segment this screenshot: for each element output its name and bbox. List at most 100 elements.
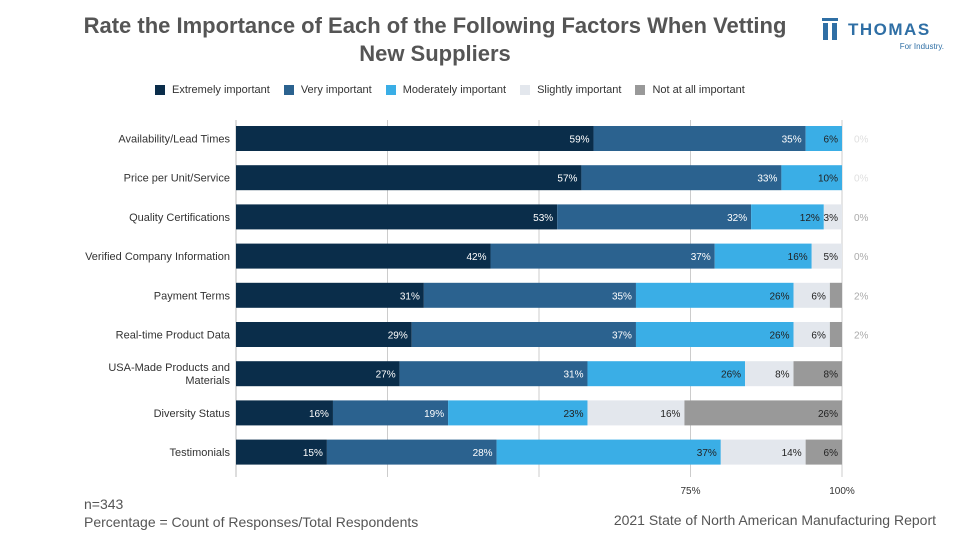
bar-segment: [781, 165, 842, 191]
data-label: 6%: [811, 291, 826, 302]
bar-segment: [684, 400, 842, 426]
bar-segment: [829, 282, 842, 308]
bar-segment: [236, 126, 594, 151]
thomas-logo-icon: [822, 18, 838, 40]
data-label: 59%: [570, 135, 590, 146]
data-label: 14%: [782, 448, 802, 459]
bar-segment: [236, 361, 400, 387]
bar-segment: [823, 204, 842, 230]
data-label: 8%: [775, 370, 790, 381]
data-label: 42%: [467, 252, 487, 263]
bar-segment: [496, 439, 721, 465]
data-label: 12%: [800, 213, 820, 224]
data-label: 16%: [660, 409, 680, 420]
data-label-outside: 2%: [854, 331, 869, 342]
data-label: 35%: [782, 135, 802, 146]
data-label: 37%: [691, 252, 711, 263]
bar-segment: [635, 322, 794, 347]
bar-segment: [714, 243, 812, 269]
bar-segment: [745, 361, 794, 387]
data-label: 3%: [824, 213, 839, 224]
bar-segment: [411, 322, 636, 347]
x-tick-label: 75%: [680, 486, 700, 497]
bar-segment: [805, 126, 842, 151]
bar-segment: [236, 439, 327, 465]
bar-segment: [805, 439, 842, 465]
category-label: Quality Certifications: [129, 212, 230, 224]
data-label: 26%: [770, 331, 790, 342]
data-label: 31%: [400, 291, 420, 302]
brand-logo: THOMAS For Industry.: [820, 14, 950, 54]
data-label: 37%: [697, 448, 717, 459]
category-label: Verified Company Information: [85, 251, 230, 263]
source-label: 2021 State of North American Manufacturi…: [613, 512, 936, 528]
data-label: 6%: [824, 135, 839, 146]
bar-segment: [236, 282, 424, 308]
bar-segment: [490, 243, 715, 269]
data-label: 26%: [721, 370, 741, 381]
data-label: 6%: [811, 331, 826, 342]
bar-segment: [720, 439, 806, 465]
bar-segment: [236, 400, 333, 426]
bar-segment: [587, 361, 746, 387]
legend-label: Extremely important: [172, 84, 270, 96]
chart-title: Rate the Importance of Each of the Follo…: [83, 13, 787, 66]
category-label: Availability/Lead Times: [118, 134, 230, 146]
category-label: Price per Unit/Service: [124, 173, 230, 185]
category-label: USA-Made Products and Materials: [108, 362, 230, 387]
data-label: 31%: [563, 370, 583, 381]
bar-segment: [635, 282, 794, 308]
legend-item: Very important: [283, 84, 372, 96]
legend-item: Moderately important: [385, 84, 507, 96]
data-label: 57%: [557, 174, 577, 185]
data-label-outside: 0%: [854, 135, 869, 146]
brand-name: THOMAS: [848, 20, 931, 39]
legend-swatch: [283, 85, 294, 95]
data-label-outside: 0%: [854, 252, 869, 263]
bar-segment: [557, 204, 752, 230]
percentage-definition-note: Percentage = Count of Responses/Total Re…: [84, 514, 419, 530]
bar-segment: [793, 361, 842, 387]
data-label: 27%: [376, 370, 396, 381]
bar-segment: [236, 204, 558, 230]
bar-segment: [236, 322, 412, 347]
data-label: 16%: [309, 409, 329, 420]
category-label: Diversity Status: [154, 408, 231, 420]
sample-size-note: n=343: [84, 496, 124, 512]
bar-segment: [236, 243, 491, 269]
category-label: Real-time Product Data: [116, 330, 231, 342]
bar-segment: [326, 439, 497, 465]
data-label: 29%: [388, 331, 408, 342]
data-label: 33%: [757, 174, 777, 185]
bar-segment: [581, 165, 782, 191]
data-label: 5%: [824, 252, 839, 263]
data-label-outside: 0%: [854, 174, 869, 185]
data-label: 10%: [818, 174, 838, 185]
data-label: 8%: [824, 370, 839, 381]
legend-label: Very important: [300, 84, 372, 96]
bar-segment: [811, 243, 842, 269]
category-label: Testimonials: [169, 447, 230, 459]
data-label: 26%: [818, 409, 838, 420]
data-label-outside: 0%: [854, 213, 869, 224]
legend-label: Not at all important: [652, 84, 745, 96]
bar-segment: [793, 282, 830, 308]
data-label: 37%: [612, 331, 632, 342]
brand-tagline: For Industry.: [899, 42, 944, 51]
chart-legend: Extremely important Very important Moderat…: [155, 82, 759, 98]
legend-item: Extremely important: [155, 84, 270, 96]
bar-segment: [399, 361, 588, 387]
bar-segment: [332, 400, 449, 426]
x-tick-label: 100%: [829, 486, 855, 497]
legend-item: Slightly important: [520, 84, 621, 96]
category-label: Payment Terms: [154, 290, 231, 302]
legend-label: Moderately important: [402, 84, 507, 96]
legend-label: Slightly important: [537, 84, 622, 96]
data-label: 32%: [727, 213, 747, 224]
bar-segment: [751, 204, 824, 230]
legend-swatch: [635, 85, 646, 95]
data-label: 53%: [533, 213, 553, 224]
legend-item: Not at all important: [635, 84, 745, 96]
bar-segment: [236, 165, 582, 191]
